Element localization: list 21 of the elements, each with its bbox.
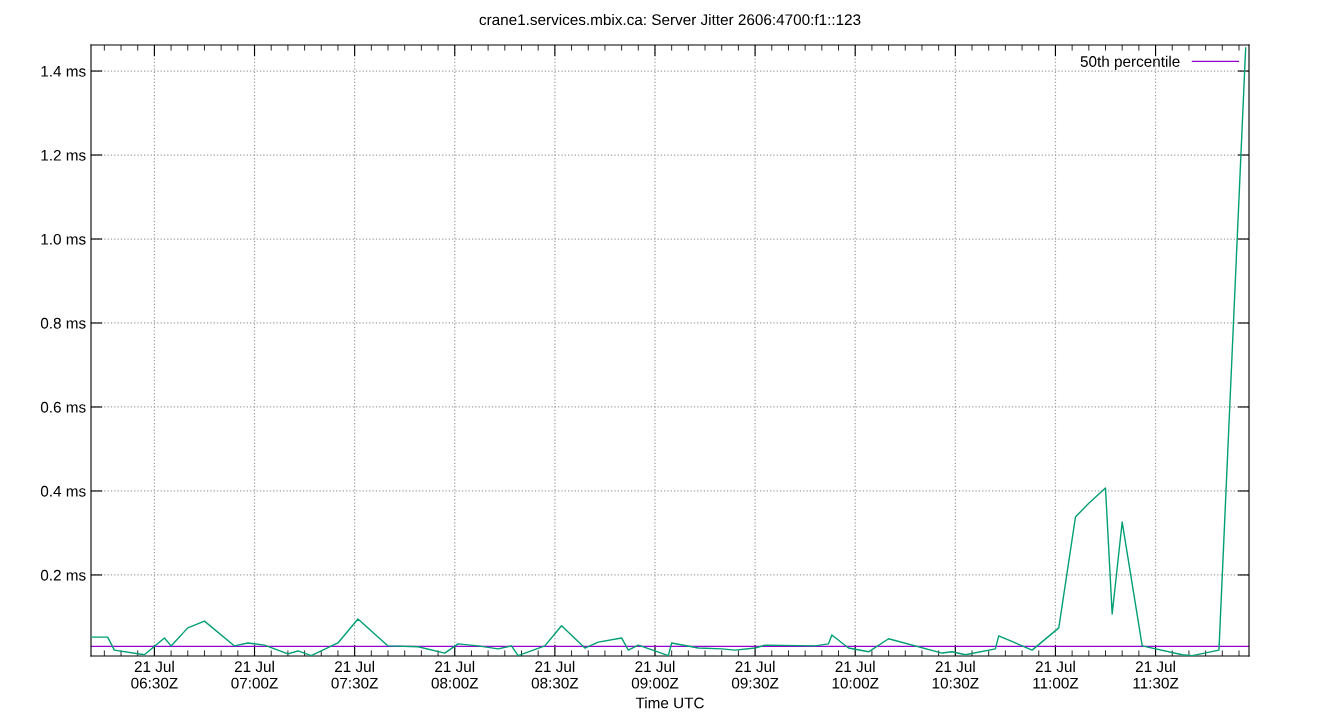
x-tick-label: 21 Jul 06:30Z — [131, 660, 178, 689]
x-tick-label: 21 Jul 08:30Z — [531, 660, 579, 689]
y-tick-label: 1.0 ms — [41, 233, 86, 245]
legend-label: 50th percentile — [1080, 55, 1180, 70]
y-tick-label: 1.4 ms — [41, 66, 86, 77]
x-tick-label: 21 Jul 09:00Z — [631, 660, 679, 689]
x-tick-label: 21 Jul 08:00Z — [431, 660, 479, 689]
y-tick-label: 1.2 ms — [41, 149, 86, 161]
chart-title: crane1.services.mbix.ca: Server Jitter 2606:4700:f1::123 — [479, 13, 861, 26]
x-tick-label: 21 Jul 10:30Z — [932, 660, 979, 689]
x-tick-label: 21 Jul 11:00Z — [1033, 660, 1079, 689]
y-tick-label: 0.4 ms — [40, 485, 86, 497]
x-tick-label: 21 Jul 07:30Z — [331, 660, 378, 689]
y-tick-label: 0.8 ms — [40, 317, 86, 329]
x-tick-label: 21 Jul 09:30Z — [731, 660, 779, 689]
x-tick-label: 21 Jul 07:00Z — [231, 660, 278, 689]
y-tick-label: 0.2 ms — [40, 569, 86, 581]
x-axis-title: Time UTC — [635, 697, 704, 709]
x-tick-label: 21 Jul 11:30Z — [1133, 660, 1179, 689]
x-tick-label: 21 Jul 10:00Z — [832, 660, 879, 689]
y-tick-label: 0.6 ms — [40, 401, 86, 413]
